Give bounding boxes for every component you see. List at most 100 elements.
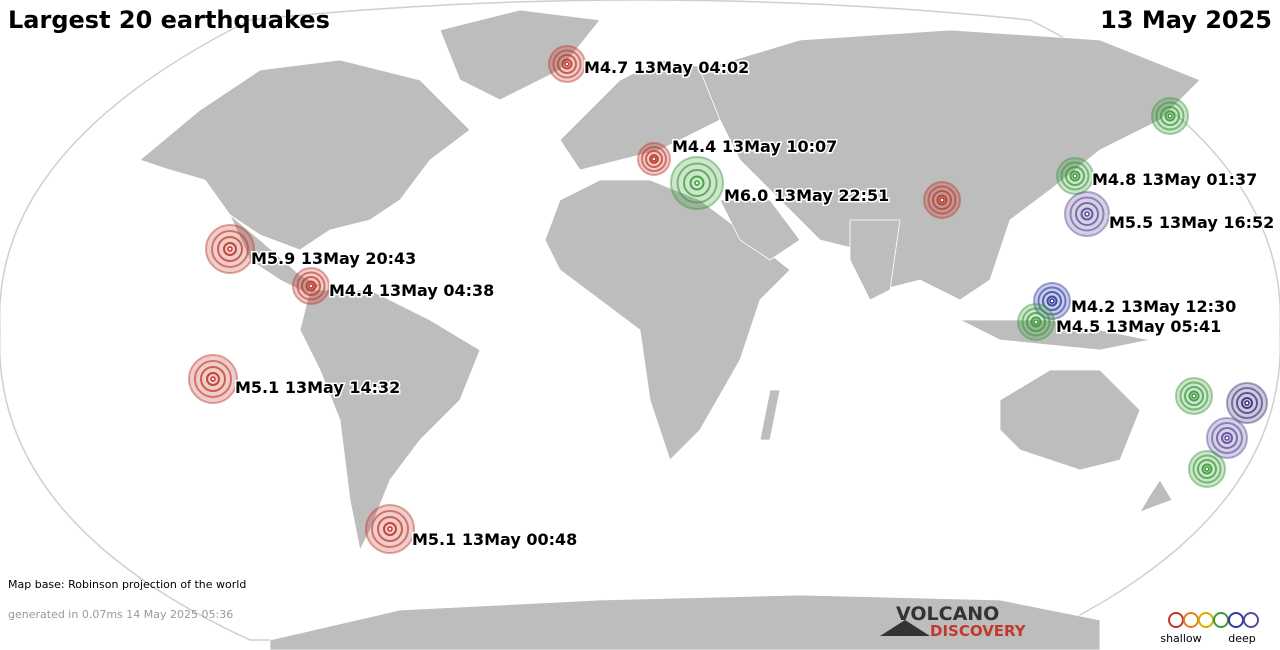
quake-ring: [1160, 106, 1180, 126]
quake-center: [308, 283, 314, 289]
quake-ring: [194, 360, 232, 398]
quake-marker: M4.7 13May 04:02: [548, 45, 751, 83]
quake-ring: [1241, 397, 1253, 409]
quake-label: M4.8 13May 01:37: [1092, 170, 1257, 189]
date: 13 May 2025: [1100, 6, 1272, 34]
quake-center: [1167, 113, 1173, 119]
quake-marker: M4.4 13May 04:38: [292, 267, 496, 305]
legend-shallow: shallow: [1160, 632, 1201, 645]
quake-center: [1204, 466, 1210, 472]
quake-ring: [301, 276, 321, 296]
quake-ring: [1069, 196, 1105, 232]
quake-label: M5.9 13May 20:43: [251, 249, 416, 268]
quake-ring: [1060, 161, 1090, 191]
quake-ring: [649, 154, 659, 164]
quake-marker: [923, 181, 961, 219]
quake-ring: [200, 366, 226, 392]
quake-label: M5.1 13May 14:32: [235, 378, 400, 397]
quake-ring: [206, 372, 220, 386]
quake-center: [1084, 211, 1090, 217]
quake-label: M6.0 13May 22:51: [724, 186, 889, 205]
map-base: Map base: Robinson projection of the wor…: [8, 578, 246, 591]
quake-ring: [383, 522, 397, 536]
quake-center: [387, 526, 393, 532]
quake-marker: M5.1 13May 00:48: [365, 504, 579, 554]
quake-center: [1244, 400, 1250, 406]
quake-ring: [1155, 101, 1185, 131]
quake-ring: [1030, 316, 1042, 328]
logo-line2: DISCOVERY: [930, 622, 1027, 640]
quake-ring: [1211, 422, 1243, 454]
quake-marker: [1206, 417, 1248, 459]
quake-center: [564, 61, 570, 67]
quake-ring: [1201, 463, 1213, 475]
quake-center: [1033, 319, 1039, 325]
land: [139, 9, 1201, 650]
quake-ring: [552, 49, 582, 79]
quake-ring: [676, 162, 718, 204]
quake-label: M4.4 13May 10:07: [672, 137, 837, 156]
quake-ring: [1065, 166, 1085, 186]
quake-label: M4.2 13May 12:30: [1071, 297, 1236, 316]
quake-ring: [683, 169, 711, 197]
quake-ring: [1037, 286, 1067, 316]
quake-marker: [1151, 97, 1189, 135]
quake-label: M4.4 13May 04:38: [329, 281, 494, 300]
quake-ring: [1236, 392, 1258, 414]
quake-ring: [1188, 390, 1200, 402]
quake-ring: [1075, 202, 1099, 226]
quake-marker: M4.5 13May 05:41: [1017, 303, 1223, 341]
logo-line1: VOLCANO: [896, 603, 999, 625]
quake-marker: [1175, 377, 1213, 415]
quake-marker: M6.0 13May 22:51: [670, 156, 891, 210]
logo-icon: [880, 620, 930, 636]
quake-ring: [217, 236, 243, 262]
quake-center: [651, 156, 657, 162]
quake-center: [227, 246, 233, 252]
legend-deep: deep: [1228, 632, 1256, 645]
generated: generated in 0.07ms 14 May 2025 05:36: [8, 608, 233, 621]
quakes: M4.7 13May 04:02 M4.4 13May 10:07 M6.0 13M…: [188, 45, 1276, 554]
quake-ring: [296, 271, 326, 301]
quake-ring: [561, 58, 573, 70]
quake-marker: [1226, 382, 1268, 424]
quake-ring: [1192, 454, 1222, 484]
quake-ring: [1184, 386, 1204, 406]
quake-ring: [1221, 432, 1233, 444]
quake-center: [1224, 435, 1230, 441]
quake-marker: M4.8 13May 01:37: [1056, 157, 1259, 195]
quake-ring: [1231, 387, 1263, 419]
quake-label: M4.5 13May 05:41: [1056, 317, 1221, 336]
quake-ring: [1042, 291, 1062, 311]
quake-center: [1049, 298, 1055, 304]
quake-ring: [645, 150, 663, 168]
quake-ring: [1197, 459, 1217, 479]
quake-marker: [1188, 450, 1226, 488]
quake-ring: [1069, 170, 1081, 182]
quake-ring: [932, 190, 952, 210]
quake-center: [1072, 173, 1078, 179]
quake-center: [694, 180, 700, 186]
quake-ring: [936, 194, 948, 206]
quake-ring: [305, 280, 317, 292]
quake-ring: [1046, 295, 1058, 307]
quake-center: [939, 197, 945, 203]
quake-ring: [1080, 207, 1094, 221]
quake-ring: [1179, 381, 1209, 411]
quake-ring: [377, 516, 403, 542]
quake-ring: [641, 146, 667, 172]
quake-ring: [371, 510, 409, 548]
quake-ring: [1164, 110, 1176, 122]
legend-rings: [1168, 612, 1259, 628]
quake-center: [210, 376, 216, 382]
quake-marker: M5.5 13May 16:52: [1064, 191, 1276, 237]
quake-ring: [1216, 427, 1238, 449]
title: Largest 20 earthquakes: [8, 6, 330, 34]
quake-label: M5.5 13May 16:52: [1109, 213, 1274, 232]
quake-ring: [1026, 312, 1046, 332]
quake-marker: M4.4 13May 10:07: [637, 136, 839, 176]
quake-ring: [1021, 307, 1051, 337]
quake-marker: M5.1 13May 14:32: [188, 354, 402, 404]
quake-ring: [927, 185, 957, 215]
